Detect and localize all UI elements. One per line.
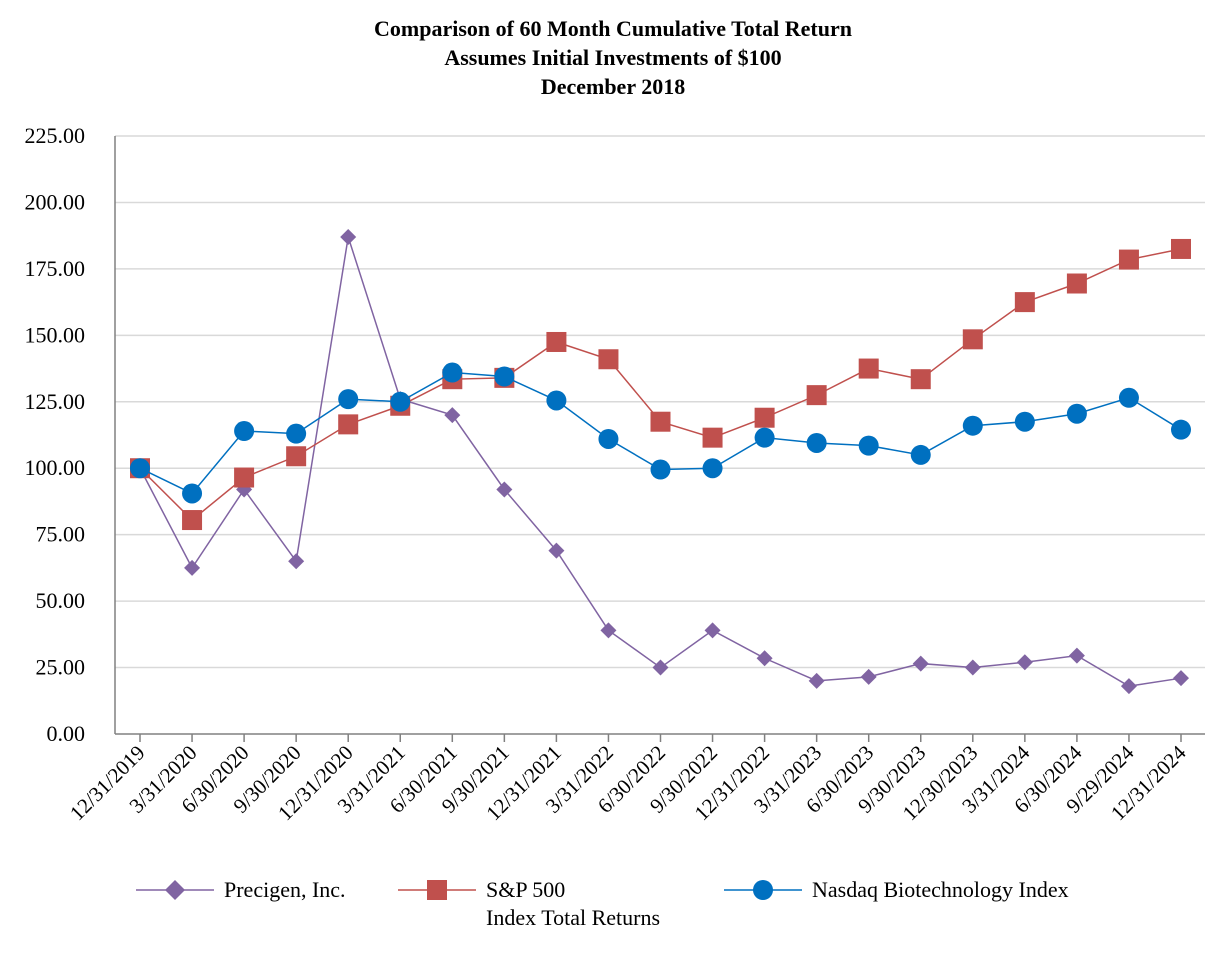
data-point-nasdaq	[962, 415, 983, 436]
data-point-nasdaq	[858, 435, 879, 456]
legend-label-sp500: S&P 500	[486, 877, 566, 902]
data-point-sp500	[702, 427, 723, 448]
chart-title-line-2: Assumes Initial Investments of $100	[444, 45, 782, 70]
data-point-precigen	[912, 655, 929, 672]
data-point-sp500	[1066, 273, 1087, 294]
data-point-sp500	[962, 329, 983, 350]
data-point-nasdaq	[234, 421, 255, 442]
chart-title-line-3: December 2018	[540, 74, 686, 99]
data-point-nasdaq	[130, 458, 150, 479]
data-point-nasdaq	[650, 459, 671, 480]
y-tick-label: 0.00	[47, 721, 86, 746]
data-point-precigen	[756, 650, 773, 667]
data-point-precigen	[444, 407, 461, 424]
y-tick-label: 25.00	[36, 655, 86, 680]
data-point-precigen	[288, 553, 305, 570]
data-point-nasdaq	[754, 427, 775, 448]
data-point-nasdaq	[1171, 419, 1191, 440]
data-point-sp500	[754, 407, 775, 428]
legend: Precigen, Inc. S&P 500 Index Total Retur…	[0, 872, 1226, 942]
data-point-nasdaq	[494, 366, 515, 387]
data-point-sp500	[234, 467, 255, 488]
data-point-precigen	[704, 622, 721, 639]
y-tick-label: 200.00	[25, 189, 86, 214]
data-point-sp500	[182, 510, 203, 531]
data-point-sp500	[286, 446, 307, 467]
data-point-precigen	[964, 659, 981, 676]
grid-lines	[115, 135, 1205, 669]
data-point-precigen	[1068, 647, 1085, 664]
axes: 0.00 25.00 50.00 75.00 100.00 125.00 150.00 175…	[25, 123, 1205, 825]
data-point-nasdaq	[338, 389, 359, 410]
data-point-precigen	[340, 228, 357, 245]
data-point-sp500	[1014, 292, 1035, 313]
legend-label-precigen: Precigen, Inc.	[224, 877, 346, 902]
chart-title: Comparison of 60 Month Cumulative Total …	[0, 14, 1226, 101]
data-point-sp500	[858, 358, 879, 379]
data-point-nasdaq	[182, 483, 203, 504]
data-point-precigen	[652, 659, 669, 676]
data-point-sp500	[546, 331, 567, 352]
legend-label-sp500-line2: Index Total Returns	[486, 905, 661, 930]
data-point-precigen	[1016, 654, 1033, 671]
y-tick-label: 175.00	[25, 256, 86, 281]
y-tick-label: 50.00	[36, 588, 86, 613]
data-point-precigen	[860, 668, 877, 685]
y-tick-label: 125.00	[25, 389, 86, 414]
data-point-nasdaq	[806, 432, 827, 453]
y-tick-label: 100.00	[25, 455, 86, 480]
data-point-precigen	[600, 622, 617, 639]
y-tick-label: 75.00	[36, 522, 86, 547]
data-point-precigen	[184, 559, 201, 576]
legend-marker-precigen	[136, 880, 214, 900]
data-point-nasdaq	[910, 444, 931, 465]
data-point-nasdaq	[286, 423, 307, 444]
data-point-nasdaq	[1066, 403, 1087, 424]
data-point-precigen	[808, 672, 825, 689]
data-point-sp500	[338, 414, 359, 435]
data-point-sp500	[806, 385, 827, 406]
data-point-nasdaq	[390, 391, 411, 412]
y-tick-label: 225.00	[25, 123, 86, 148]
data-point-nasdaq	[1118, 387, 1139, 408]
data-point-precigen	[1120, 678, 1137, 695]
chart-title-line-1: Comparison of 60 Month Cumulative Total …	[374, 16, 852, 41]
data-point-precigen	[548, 542, 565, 559]
data-point-sp500	[650, 411, 671, 432]
legend-label-nasdaq: Nasdaq Biotechnology Index	[812, 877, 1069, 902]
legend-marker-sp500	[398, 880, 476, 900]
y-tick-label: 150.00	[25, 322, 86, 347]
data-point-precigen	[496, 481, 513, 498]
data-point-nasdaq	[442, 362, 463, 383]
data-point-sp500	[1171, 238, 1191, 259]
data-point-sp500	[910, 369, 931, 390]
data-point-nasdaq	[598, 428, 619, 449]
data-point-precigen	[1173, 670, 1189, 687]
data-point-nasdaq	[546, 390, 567, 411]
data-point-sp500	[1118, 249, 1139, 270]
legend-marker-nasdaq	[724, 880, 802, 900]
line-chart: 0.00 25.00 50.00 75.00 100.00 125.00 150.00 175…	[25, 123, 1205, 825]
data-point-nasdaq	[702, 458, 723, 479]
data-point-nasdaq	[1014, 411, 1035, 432]
series-group	[130, 228, 1191, 695]
data-point-sp500	[598, 349, 619, 370]
